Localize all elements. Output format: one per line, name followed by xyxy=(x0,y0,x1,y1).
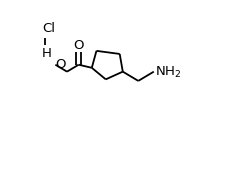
Text: O: O xyxy=(56,58,66,71)
Text: H: H xyxy=(42,47,52,60)
Text: Cl: Cl xyxy=(42,22,55,35)
Text: O: O xyxy=(73,39,83,52)
Text: NH$_2$: NH$_2$ xyxy=(155,65,181,80)
